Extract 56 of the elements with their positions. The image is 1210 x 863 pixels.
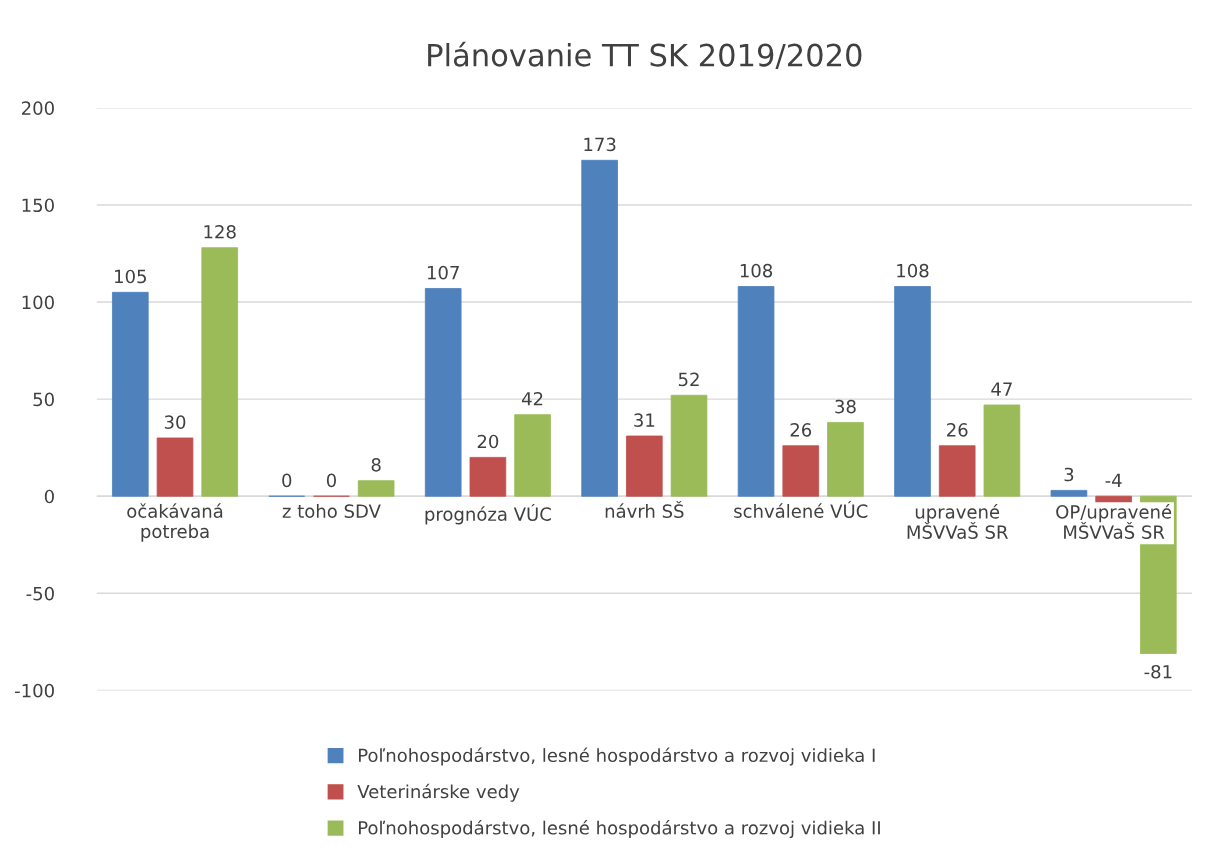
bar (156, 437, 194, 497)
x-tick-label: schválené VÚC (734, 501, 868, 518)
bar (827, 422, 864, 497)
y-tick-label: 200 (21, 101, 54, 115)
y-tick-label: 100 (22, 295, 54, 310)
data-label: 108 (897, 263, 929, 278)
data-label: 108 (740, 263, 773, 278)
data-label: -81 (1144, 664, 1172, 679)
bar (983, 404, 1021, 497)
bar (424, 288, 462, 497)
data-label: 0 (326, 473, 336, 488)
data-label: 52 (678, 372, 699, 387)
data-label: 42 (521, 391, 543, 406)
x-tick-label: očakávaná potreba (127, 503, 223, 542)
chart-title: Plánovanie TT SK 2019/2020 (428, 41, 862, 70)
bar (112, 291, 149, 497)
bar (1050, 489, 1088, 497)
data-label: 107 (427, 265, 459, 280)
data-label: 30 (164, 415, 186, 429)
x-tick-label: z toho SDV (282, 503, 381, 518)
bar (670, 394, 708, 497)
data-label: 26 (947, 423, 968, 437)
x-tick-label: návrh SŠ (605, 500, 684, 518)
y-tick-label: 50 (33, 392, 54, 407)
data-label: 128 (204, 224, 236, 239)
y-tick-label: 150 (22, 198, 54, 213)
bar (782, 445, 820, 497)
legend-label: Poľnohospodárstvo, lesné hospodárstvo a rozvoj vidieka II (358, 819, 880, 839)
data-label: -4 (1105, 473, 1122, 487)
data-label: 173 (584, 137, 616, 152)
bar (581, 159, 618, 497)
data-label: 8 (371, 457, 381, 472)
legend-label: Poľnohospodárstvo, lesné hospodárstvo a rozvoj vidieka I (358, 747, 875, 766)
data-label: 0 (282, 473, 292, 488)
bar (938, 445, 976, 497)
legend-label: Veterinárske vedy (357, 783, 520, 802)
x-tick-label: OP/upravené MŠVVaŠ SR (1056, 503, 1172, 539)
data-label: 26 (790, 423, 812, 437)
data-label: 105 (115, 269, 146, 284)
bar (357, 480, 395, 497)
data-label: 3 (1064, 467, 1074, 482)
bar (894, 286, 931, 497)
data-label: 31 (634, 413, 655, 427)
bar (737, 286, 775, 497)
bar (201, 247, 239, 497)
x-tick-label: upravené MŠVVaŠ SR (907, 503, 1008, 539)
data-label: 47 (991, 382, 1012, 396)
data-label: 20 (477, 434, 499, 449)
x-tick-label: prognóza VÚC (425, 503, 551, 525)
y-tick-label: -100 (15, 683, 54, 698)
y-tick-label: 0 (44, 489, 54, 504)
bar (469, 456, 507, 497)
data-label: 38 (835, 399, 856, 414)
y-tick-label: -50 (26, 586, 54, 601)
bar (514, 414, 551, 497)
bar (626, 435, 663, 497)
